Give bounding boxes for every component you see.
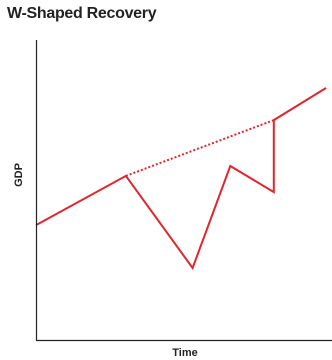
series-line-0 xyxy=(35,87,327,271)
x-axis-label: Time xyxy=(172,347,197,359)
series-layer xyxy=(35,87,327,271)
chart-title: W-Shaped Recovery xyxy=(7,5,157,22)
y-axis-label: GDP xyxy=(13,163,25,187)
trend-line-dotted xyxy=(125,119,275,177)
